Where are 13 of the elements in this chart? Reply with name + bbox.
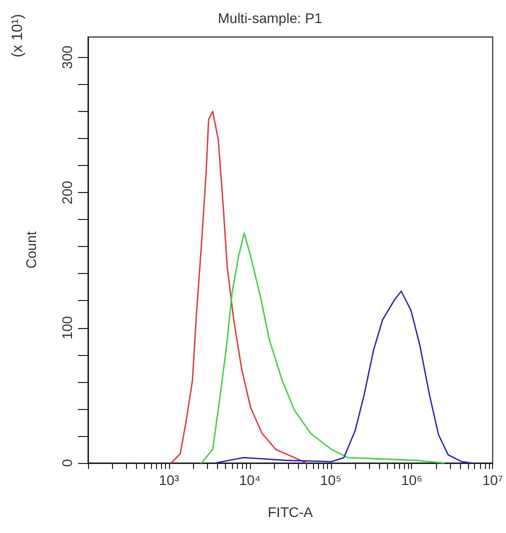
y-tick-label: 200 [59,180,75,204]
y-tick-label: 100 [59,316,75,340]
y-tick-label: 0 [59,458,75,467]
x-axis-title: FITC-A [268,504,314,520]
text: (x 10¹) [9,14,26,58]
y-tick-label: 300 [59,45,75,69]
x-tick-label: 10⁶ [401,472,422,488]
x-tick-label: 10⁴ [239,472,261,488]
x-tick-label: 10⁷ [482,472,503,488]
x-tick-label: 10⁵ [320,472,342,488]
chart-title: Multi-sample: P1 [218,10,322,26]
x-tick-label: 10³ [158,472,180,488]
y-axis-title: Count [23,231,39,269]
